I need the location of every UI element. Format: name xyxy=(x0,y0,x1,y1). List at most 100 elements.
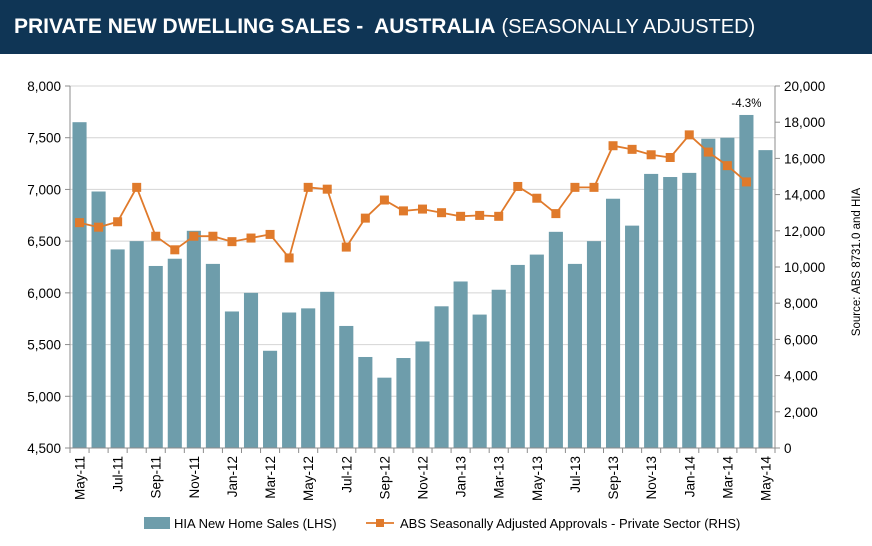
x-tick-label: Nov-12 xyxy=(416,456,431,500)
bar xyxy=(758,150,773,448)
line-point xyxy=(151,231,161,241)
x-tick-label: Nov-13 xyxy=(644,456,659,500)
line-point xyxy=(398,206,408,216)
bar xyxy=(72,122,87,448)
line-point xyxy=(75,218,85,228)
x-tick-label: Nov-11 xyxy=(187,456,202,499)
bar xyxy=(472,314,487,448)
bar xyxy=(320,291,335,448)
bar xyxy=(701,138,716,448)
bar xyxy=(205,263,220,448)
line-point xyxy=(246,233,256,243)
y-right-tick-label: 2,000 xyxy=(784,405,818,420)
line-point xyxy=(303,182,313,192)
bar-series xyxy=(72,114,773,449)
bar xyxy=(548,231,563,448)
bar xyxy=(396,358,411,448)
line-point xyxy=(608,141,618,151)
line-point xyxy=(227,237,237,247)
bar xyxy=(358,356,373,448)
line-point xyxy=(475,210,485,220)
x-tick-label: May-13 xyxy=(530,456,545,501)
x-tick-label: Sep-11 xyxy=(149,456,164,499)
y-left-tick-label: 8,000 xyxy=(27,79,61,94)
y-right-tick-label: 10,000 xyxy=(784,260,825,275)
x-tick-label: May-14 xyxy=(759,456,774,502)
dwelling-sales-chart: 4,500 5,000 5,500 6,000 6,500 7,000 7,500 8,000… xyxy=(27,79,863,531)
page-title: PRIVATE NEW DWELLING SALES - AUSTRALIA xyxy=(14,15,496,38)
bar xyxy=(434,306,449,448)
line-point xyxy=(208,231,218,241)
y-left-tick-label: 6,500 xyxy=(27,234,61,249)
bar xyxy=(567,263,582,448)
bar xyxy=(148,265,163,448)
y-axis-right: 0 2,000 4,000 6,000 8,000 10,000 12,000 14,000 1… xyxy=(784,79,825,456)
y-right-tick-label: 20,000 xyxy=(784,79,825,94)
axes xyxy=(65,85,780,453)
x-tick-label: Jan-13 xyxy=(454,456,469,497)
bar xyxy=(110,249,125,448)
bar xyxy=(301,308,316,448)
x-tick-label: Jan-14 xyxy=(682,456,697,498)
line-point xyxy=(551,209,561,219)
bar xyxy=(186,230,201,448)
y-right-tick-label: 14,000 xyxy=(784,188,825,203)
line-point xyxy=(265,229,275,239)
line-point xyxy=(284,253,294,263)
line-point xyxy=(341,242,351,252)
bar xyxy=(224,311,240,448)
line-point xyxy=(570,182,580,192)
bar xyxy=(682,172,697,448)
y-right-tick-label: 4,000 xyxy=(784,369,818,384)
bar xyxy=(605,198,621,448)
bar xyxy=(415,341,430,448)
y-axis-left: 4,500 5,000 5,500 6,000 6,500 7,000 7,500 8,000 xyxy=(27,79,61,456)
line-point xyxy=(418,204,427,214)
x-tick-label: Sep-12 xyxy=(377,456,392,500)
bar xyxy=(625,225,640,448)
line-point xyxy=(456,211,466,221)
bar xyxy=(263,350,278,448)
line-point xyxy=(665,152,675,162)
legend-bar-label: HIA New Home Sales (LHS) xyxy=(174,516,337,531)
y-left-tick-label: 5,000 xyxy=(27,389,61,404)
y-left-tick-label: 5,500 xyxy=(27,338,61,353)
x-tick-label: Mar-13 xyxy=(492,456,507,499)
bar xyxy=(491,289,506,448)
bar xyxy=(243,292,259,448)
line-point xyxy=(437,208,447,218)
x-tick-label: Mar-14 xyxy=(720,456,735,499)
legend-bar-swatch xyxy=(144,517,170,529)
line-point xyxy=(741,177,751,187)
line-point xyxy=(513,181,523,191)
bar xyxy=(453,281,468,448)
y-left-tick-label: 4,500 xyxy=(27,441,61,456)
x-tick-label: Jul-11 xyxy=(111,456,126,492)
line-point xyxy=(132,182,142,192)
x-tick-label: Mar-12 xyxy=(263,456,278,499)
line-point xyxy=(646,150,656,160)
line-point xyxy=(684,130,694,140)
line-point xyxy=(113,217,123,227)
x-tick-label: Sep-13 xyxy=(606,456,621,500)
y-left-tick-label: 7,500 xyxy=(27,131,61,146)
y-right-tick-label: 18,000 xyxy=(784,115,825,130)
source-note: Source: ABS 8731.0 and HIA xyxy=(851,188,863,337)
y-right-tick-label: 6,000 xyxy=(784,332,818,347)
line-point xyxy=(379,195,389,205)
line-point xyxy=(532,193,542,203)
bar xyxy=(739,114,754,449)
line-point xyxy=(494,211,504,221)
line-point xyxy=(703,147,713,157)
x-tick-label: Jul-12 xyxy=(339,456,354,493)
legend-line-label: ABS Seasonally Adjusted Approvals - Priv… xyxy=(400,516,740,531)
line-point xyxy=(322,184,332,194)
bar xyxy=(586,241,602,448)
title-bar: PRIVATE NEW DWELLING SALES - AUSTRALIA (… xyxy=(0,0,872,54)
line-series xyxy=(75,130,751,263)
legend: HIA New Home Sales (LHS) ABS Seasonally … xyxy=(144,516,740,531)
y-right-tick-label: 8,000 xyxy=(784,296,818,311)
bar xyxy=(91,191,106,449)
bar xyxy=(510,264,525,448)
page-subtitle: (SEASONALLY ADJUSTED) xyxy=(501,15,756,38)
